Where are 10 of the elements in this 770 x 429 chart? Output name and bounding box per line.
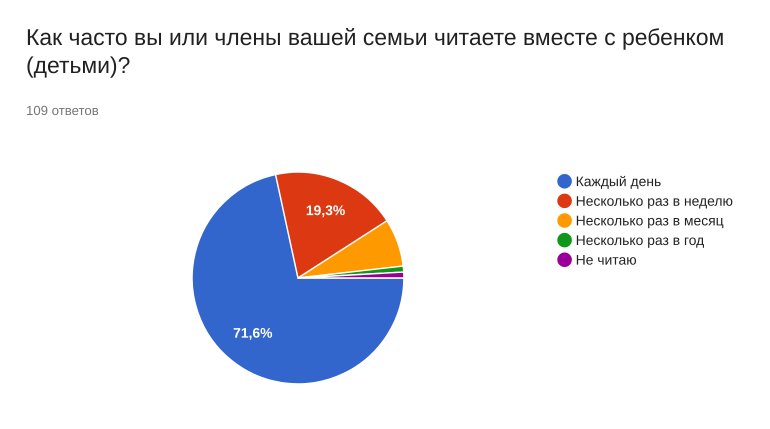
data-label: 19,3% (306, 205, 345, 218)
legend-label: Несколько раз в неделю (576, 196, 732, 209)
legend-label: Не читаю (576, 255, 636, 265)
legend-label: Каждый день (576, 176, 661, 189)
chart-title: Как часто вы или члены вашей семьи читаете вместе с ребенком (детьми)? (27, 28, 723, 78)
legend-label: Несколько раз в месяц (576, 216, 724, 228)
text: 109 ответов (27, 106, 98, 116)
data-label: 71,6% (234, 328, 272, 340)
pie-slice (191, 174, 405, 385)
legend-label: Несколько раз в год (576, 235, 704, 248)
